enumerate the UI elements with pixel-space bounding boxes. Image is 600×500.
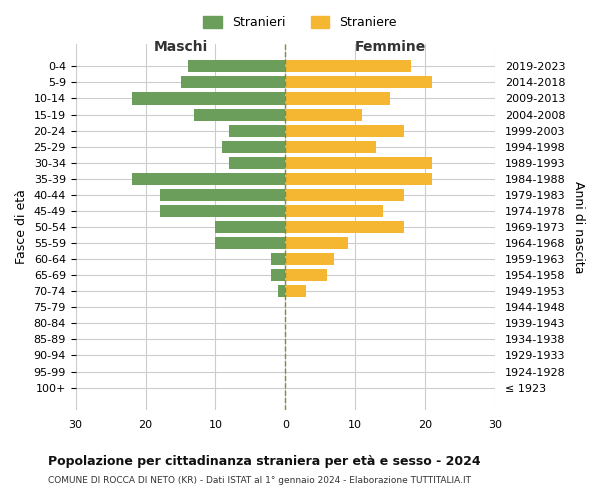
Y-axis label: Anni di nascita: Anni di nascita bbox=[572, 180, 585, 273]
Bar bbox=[286, 173, 432, 185]
Bar bbox=[181, 76, 286, 88]
Bar bbox=[286, 237, 348, 249]
Bar bbox=[286, 285, 307, 297]
Bar bbox=[271, 253, 286, 265]
Bar bbox=[286, 76, 432, 88]
Text: Maschi: Maschi bbox=[154, 40, 208, 54]
Text: Popolazione per cittadinanza straniera per età e sesso - 2024: Popolazione per cittadinanza straniera p… bbox=[48, 455, 481, 468]
Y-axis label: Fasce di età: Fasce di età bbox=[15, 190, 28, 264]
Bar bbox=[131, 92, 286, 104]
Bar bbox=[286, 189, 404, 201]
Text: COMUNE DI ROCCA DI NETO (KR) - Dati ISTAT al 1° gennaio 2024 - Elaborazione TUTT: COMUNE DI ROCCA DI NETO (KR) - Dati ISTA… bbox=[48, 476, 471, 485]
Bar bbox=[286, 124, 404, 136]
Bar bbox=[271, 269, 286, 281]
Bar bbox=[160, 189, 286, 201]
Bar bbox=[229, 124, 286, 136]
Bar bbox=[286, 156, 432, 168]
Bar bbox=[223, 140, 286, 152]
Bar bbox=[286, 140, 376, 152]
Bar bbox=[215, 221, 286, 233]
Bar bbox=[286, 108, 362, 120]
Bar bbox=[160, 205, 286, 217]
Bar bbox=[286, 205, 383, 217]
Bar bbox=[286, 253, 334, 265]
Bar bbox=[278, 285, 286, 297]
Bar bbox=[286, 269, 328, 281]
Bar bbox=[215, 237, 286, 249]
Bar bbox=[194, 108, 286, 120]
Bar bbox=[286, 92, 390, 104]
Legend: Stranieri, Straniere: Stranieri, Straniere bbox=[198, 11, 402, 34]
Bar bbox=[229, 156, 286, 168]
Bar bbox=[131, 173, 286, 185]
Bar bbox=[286, 221, 404, 233]
Text: Femmine: Femmine bbox=[355, 40, 426, 54]
Bar bbox=[188, 60, 286, 72]
Bar bbox=[286, 60, 411, 72]
